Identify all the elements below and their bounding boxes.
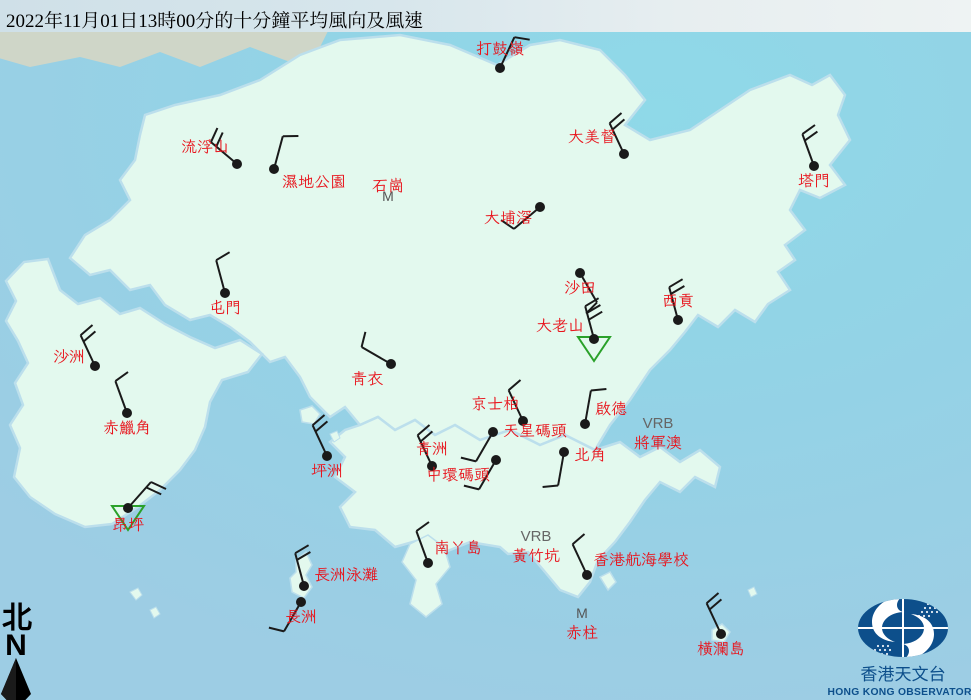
svg-text:石崗: 石崗 [372,174,404,196]
svg-text:京士柏: 京士柏 [471,392,519,414]
svg-text:南丫島: 南丫島 [434,536,482,558]
svg-text:屯門: 屯門 [209,296,241,318]
svg-text:打鼓嶺: 打鼓嶺 [476,37,524,59]
svg-text:香港航海學校: 香港航海學校 [593,548,689,570]
svg-text:西貢: 西貢 [662,289,694,311]
svg-text:昂坪: 昂坪 [112,513,144,535]
svg-text:VRB: VRB [643,415,674,432]
svg-text:大老山: 大老山 [536,314,584,336]
svg-text:啟德: 啟德 [595,397,627,419]
svg-text:青衣: 青衣 [351,367,383,389]
svg-text:將軍澳: 將軍澳 [634,431,682,453]
svg-text:N: N [5,629,27,662]
svg-text:長洲泳灘: 長洲泳灘 [314,563,378,585]
svg-text:橫瀾島: 橫瀾島 [697,637,745,659]
svg-text:濕地公園: 濕地公園 [282,170,346,192]
svg-text:HONG KONG OBSERVATORY: HONG KONG OBSERVATORY [827,687,971,698]
svg-text:大美督: 大美督 [568,125,616,147]
svg-text:赤柱: 赤柱 [566,621,598,643]
svg-text:沙田: 沙田 [564,276,596,298]
svg-text:大埔滘: 大埔滘 [484,206,532,228]
svg-text:流浮山: 流浮山 [181,135,229,157]
svg-text:赤鱲角: 赤鱲角 [103,416,151,438]
svg-text:沙洲: 沙洲 [53,345,85,367]
svg-text:中環碼頭: 中環碼頭 [426,463,490,485]
svg-text:青洲: 青洲 [416,437,448,459]
svg-text:北角: 北角 [574,443,606,465]
svg-text:黃竹坑: 黃竹坑 [512,544,560,566]
svg-text:M: M [576,605,588,621]
svg-text:天星碼頭: 天星碼頭 [503,419,567,441]
svg-text:坪洲: 坪洲 [311,459,343,481]
svg-text:塔門: 塔門 [798,169,830,191]
svg-text:香港天文台: 香港天文台 [861,665,946,684]
svg-text:VRB: VRB [521,528,552,545]
svg-text:長洲: 長洲 [285,605,317,627]
